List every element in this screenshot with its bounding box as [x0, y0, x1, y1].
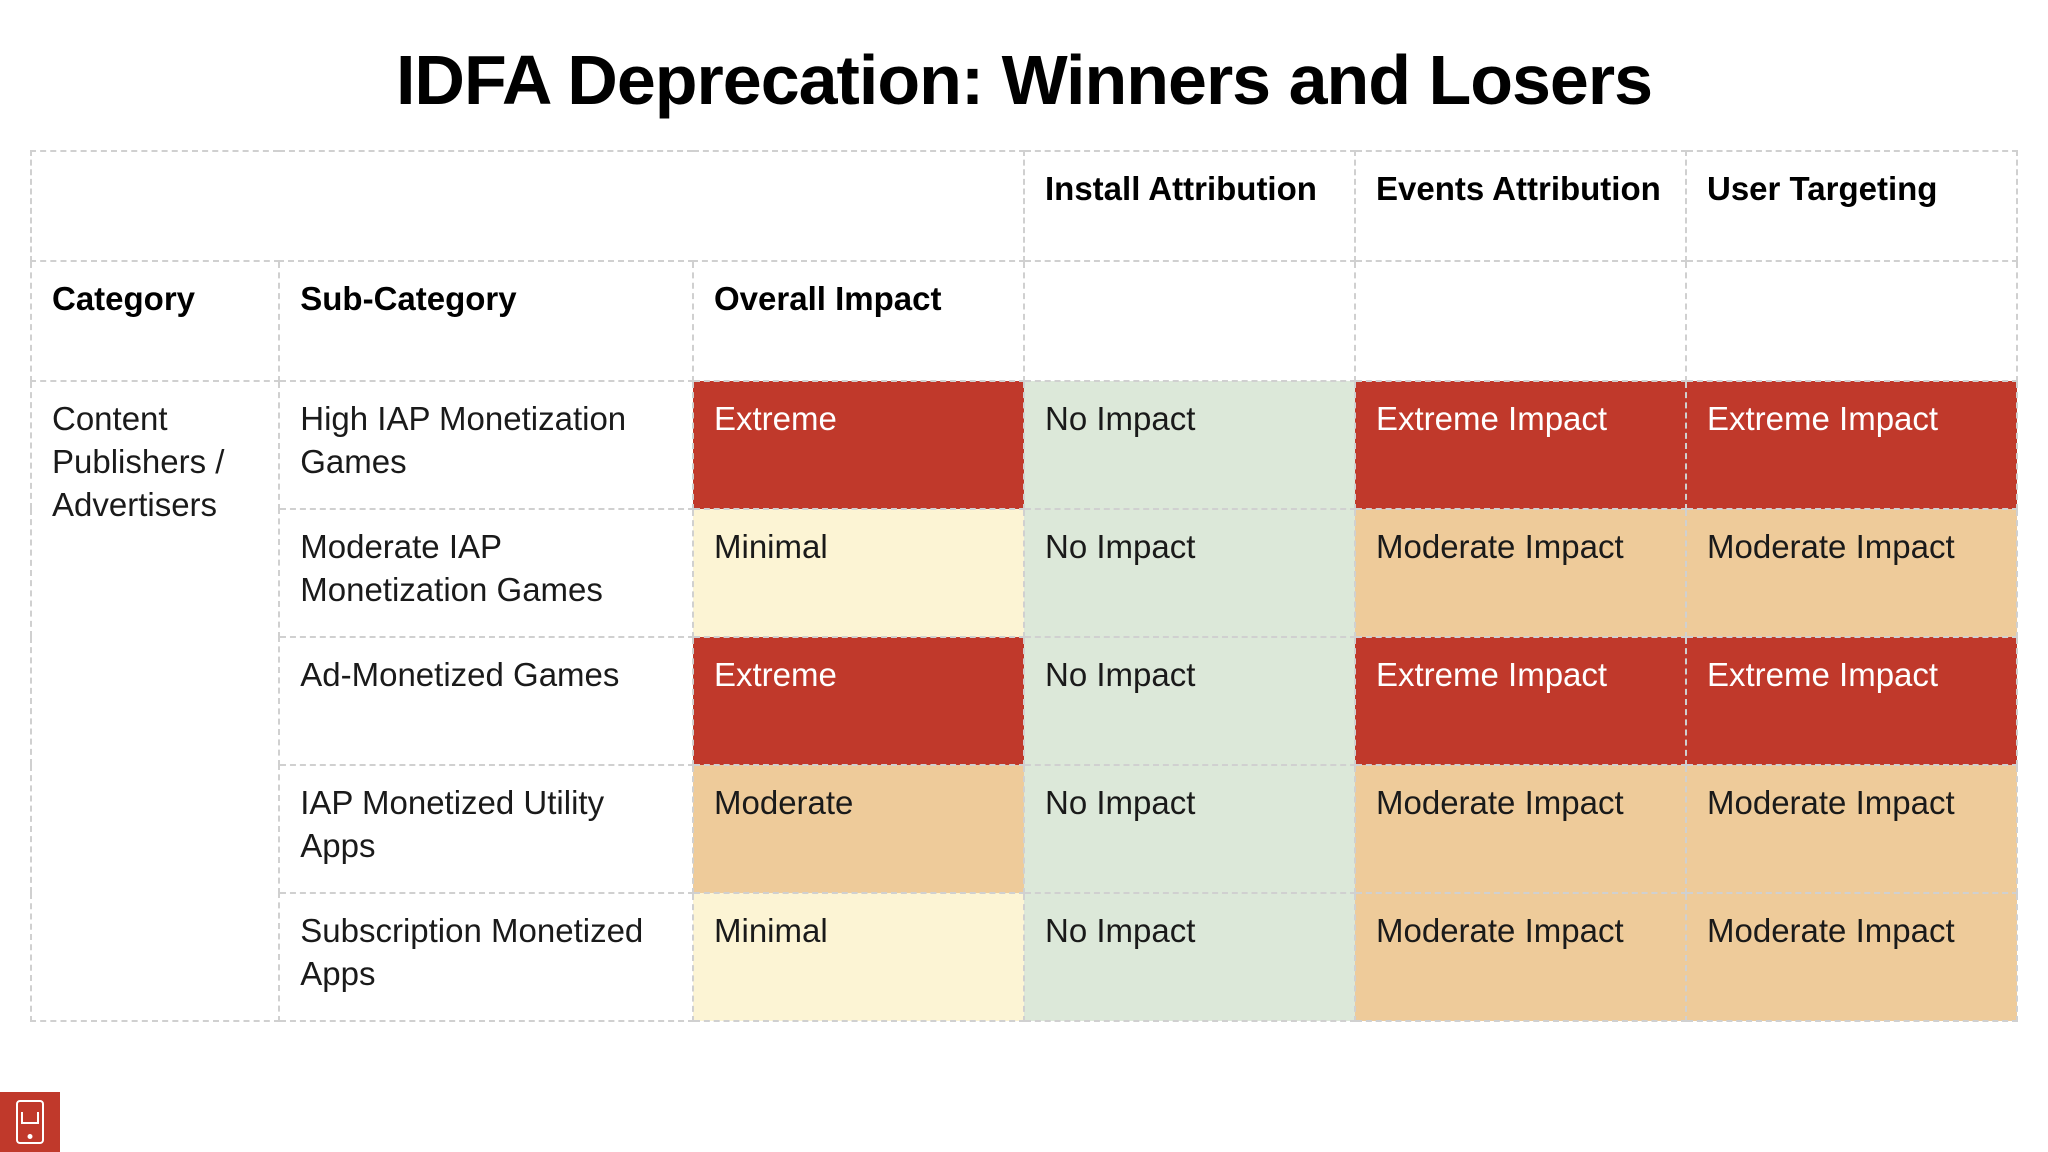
- table-body: Content Publishers / Advertisers High IA…: [31, 381, 2017, 1021]
- header-subcategory: Sub-Category: [279, 261, 693, 381]
- table-row: IAP Monetized Utility Apps Moderate No I…: [31, 765, 2017, 893]
- events-cell: Extreme Impact: [1355, 637, 1686, 765]
- target-cell: Extreme Impact: [1686, 637, 2017, 765]
- subcategory-cell: High IAP Monetization Games: [279, 381, 693, 509]
- target-cell: Extreme Impact: [1686, 381, 2017, 509]
- target-cell: Moderate Impact: [1686, 509, 2017, 637]
- header-install: Install Attribution: [1024, 151, 1355, 261]
- subcategory-cell: Subscription Monetized Apps: [279, 893, 693, 1021]
- table-row: Moderate IAP Monetization Games Minimal …: [31, 509, 2017, 637]
- subcategory-cell: Moderate IAP Monetization Games: [279, 509, 693, 637]
- events-cell: Moderate Impact: [1355, 893, 1686, 1021]
- table-row: Subscription Monetized Apps Minimal No I…: [31, 893, 2017, 1021]
- impact-table: Install Attribution Events Attribution U…: [30, 150, 2018, 1022]
- target-cell: Moderate Impact: [1686, 893, 2017, 1021]
- header-blank-2: [1024, 261, 1355, 381]
- target-cell: Moderate Impact: [1686, 765, 2017, 893]
- page-title: IDFA Deprecation: Winners and Losers: [30, 40, 2018, 120]
- table-row: Content Publishers / Advertisers High IA…: [31, 381, 2017, 509]
- header-blank: [31, 151, 1024, 261]
- overall-cell: Extreme: [693, 381, 1024, 509]
- events-cell: Moderate Impact: [1355, 509, 1686, 637]
- header-blank-3: [1355, 261, 1686, 381]
- install-cell: No Impact: [1024, 893, 1355, 1021]
- install-cell: No Impact: [1024, 381, 1355, 509]
- header-events: Events Attribution: [1355, 151, 1686, 261]
- install-cell: No Impact: [1024, 637, 1355, 765]
- subcategory-cell: IAP Monetized Utility Apps: [279, 765, 693, 893]
- brand-logo: [0, 1092, 60, 1152]
- header-overall: Overall Impact: [693, 261, 1024, 381]
- events-cell: Moderate Impact: [1355, 765, 1686, 893]
- subcategory-cell: Ad-Monetized Games: [279, 637, 693, 765]
- overall-cell: Minimal: [693, 893, 1024, 1021]
- slide-container: IDFA Deprecation: Winners and Losers Ins…: [0, 0, 2048, 1022]
- table-header-row-bottom: Category Sub-Category Overall Impact: [31, 261, 2017, 381]
- header-blank-4: [1686, 261, 2017, 381]
- phone-icon: [16, 1100, 44, 1144]
- overall-cell: Moderate: [693, 765, 1024, 893]
- overall-cell: Extreme: [693, 637, 1024, 765]
- table-row: Ad-Monetized Games Extreme No Impact Ext…: [31, 637, 2017, 765]
- header-category: Category: [31, 261, 279, 381]
- install-cell: No Impact: [1024, 509, 1355, 637]
- table-header-row-top: Install Attribution Events Attribution U…: [31, 151, 2017, 261]
- events-cell: Extreme Impact: [1355, 381, 1686, 509]
- overall-cell: Minimal: [693, 509, 1024, 637]
- header-target: User Targeting: [1686, 151, 2017, 261]
- install-cell: No Impact: [1024, 765, 1355, 893]
- category-cell: Content Publishers / Advertisers: [31, 381, 279, 1021]
